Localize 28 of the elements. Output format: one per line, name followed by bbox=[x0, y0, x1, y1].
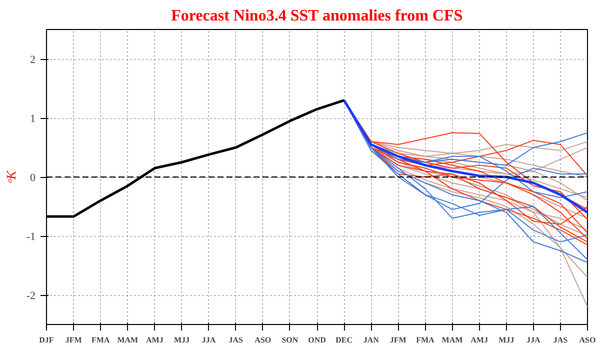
x-tick-label: JAS bbox=[228, 336, 244, 344]
x-tick-label: SON bbox=[282, 336, 298, 344]
x-tick-label: MAM bbox=[442, 336, 464, 344]
x-tick-label: FMA bbox=[416, 336, 435, 344]
y-tick-label: -1 bbox=[26, 231, 36, 243]
x-tick-label: MAM bbox=[117, 336, 139, 344]
x-tick-label: ASO bbox=[579, 336, 596, 344]
y-axis-title: ᵒK bbox=[3, 169, 18, 184]
x-tick-label: AMJ bbox=[146, 336, 164, 344]
x-tick-label: JJA bbox=[202, 336, 216, 344]
x-tick-label: OND bbox=[308, 336, 326, 344]
y-tick-label: -2 bbox=[26, 290, 36, 302]
x-tick-label: AMJ bbox=[470, 336, 488, 344]
x-tick-label: JFM bbox=[65, 336, 82, 344]
y-tick-label: 2 bbox=[30, 54, 36, 66]
x-tick-label: MJJ bbox=[174, 336, 190, 344]
x-tick-label: JAS bbox=[553, 336, 568, 344]
chart-title: Forecast Nino3.4 SST anomalies from CFS bbox=[171, 8, 463, 24]
x-tick-label: JAN bbox=[363, 336, 380, 344]
x-tick-label: JJA bbox=[526, 336, 541, 344]
x-tick-label: ASO bbox=[254, 336, 272, 344]
x-tick-label: MJJ bbox=[498, 336, 514, 344]
y-tick-label: 0 bbox=[30, 172, 36, 184]
x-tick-label: DJF bbox=[39, 336, 54, 344]
x-tick-label: DEC bbox=[336, 336, 353, 344]
x-tick-label: FMA bbox=[91, 336, 110, 344]
y-tick-label: 1 bbox=[30, 113, 36, 125]
x-tick-label: JFM bbox=[390, 336, 407, 344]
